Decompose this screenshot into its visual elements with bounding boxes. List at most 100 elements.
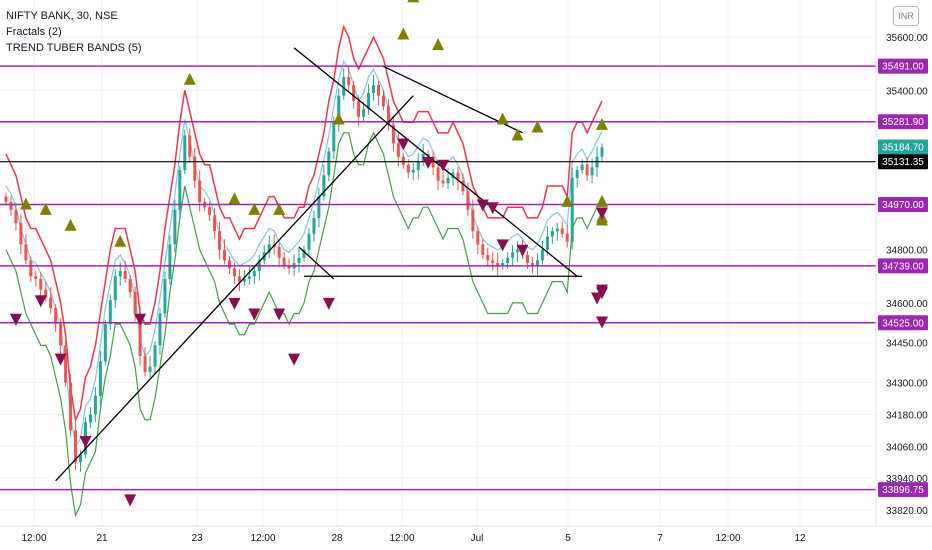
candle-body — [242, 278, 246, 282]
fractal-down-marker — [496, 239, 509, 252]
candle-body — [282, 257, 286, 266]
trend-tuber-bands — [5, 24, 603, 518]
x-tick-label: 28 — [331, 533, 343, 544]
price-label-box — [878, 258, 928, 274]
candlesticks — [4, 66, 604, 472]
candle-body — [198, 180, 202, 202]
symbol-title[interactable]: NIFTY BANK, 30, NSE — [6, 10, 118, 22]
candle-body — [575, 170, 579, 178]
candle-body — [153, 345, 157, 367]
fractal-markers — [9, 0, 608, 507]
candle-body — [9, 201, 13, 210]
candle-body — [19, 223, 23, 245]
fractal-up-marker — [183, 72, 196, 85]
candle-body — [516, 249, 520, 253]
fractal-up-marker — [64, 218, 77, 231]
x-tick-label: 12 — [794, 533, 806, 544]
fractal-up-marker — [19, 197, 32, 210]
candle-body — [526, 255, 529, 263]
candle-body — [461, 180, 465, 192]
candle-body — [362, 108, 366, 117]
candle-body — [540, 249, 544, 261]
candle-body — [337, 95, 341, 123]
candle-body — [64, 345, 68, 383]
candle-body — [332, 122, 336, 152]
candle-body — [34, 276, 38, 279]
fractal-up-marker — [432, 38, 445, 51]
x-tick-label: 5 — [565, 533, 571, 544]
fractal-up-marker — [561, 194, 574, 207]
candle-body — [133, 292, 137, 314]
fractal-down-marker — [124, 494, 137, 507]
candle-body — [173, 209, 177, 245]
y-tick-label: 34450.00 — [886, 339, 928, 350]
candle-body — [138, 313, 142, 356]
candle-body — [471, 209, 475, 232]
candle-body — [79, 454, 82, 463]
candle-body — [168, 244, 172, 279]
candle-body — [372, 85, 376, 93]
fractal-up-marker — [228, 192, 241, 205]
fractal-down-marker — [486, 202, 499, 215]
x-tick-label: 21 — [96, 533, 108, 544]
candle-body — [501, 263, 505, 266]
candle-body — [357, 100, 361, 117]
fractal-down-marker — [79, 435, 92, 448]
price-labels: 35491.0035281.9035184.7022:2635131.35349… — [878, 58, 928, 498]
trendline — [293, 47, 578, 277]
fractal-up-marker — [114, 234, 127, 247]
candle-body — [312, 217, 316, 234]
y-tick-label: 34060.00 — [886, 442, 928, 453]
candle-body — [208, 207, 212, 216]
price-label-box — [878, 154, 928, 170]
x-tick-label: 12:00 — [715, 533, 740, 544]
candle-body — [327, 151, 331, 176]
fractal-up-marker — [496, 112, 509, 125]
y-tick-label: 34600.00 — [886, 299, 928, 310]
price-label-text: 35184.70 — [882, 143, 924, 154]
fractal-up-marker — [39, 202, 52, 215]
candle-body — [496, 263, 500, 266]
candle-body — [322, 175, 326, 197]
indicator-trend-tuber-bands[interactable]: TREND TUBER BANDS (5) — [6, 42, 142, 54]
fractal-down-marker — [54, 353, 67, 366]
candle-body — [580, 164, 584, 171]
candle-body — [98, 361, 102, 396]
fractal-up-marker — [248, 202, 261, 215]
fractal-down-marker — [397, 138, 410, 151]
trendline — [298, 246, 335, 280]
candle-body — [317, 196, 321, 218]
candle-body — [14, 209, 18, 224]
candle-body — [530, 263, 534, 266]
y-tick-label: 34800.00 — [886, 246, 928, 257]
fractal-down-marker — [228, 297, 241, 310]
price-label-text: 34970.00 — [882, 200, 924, 211]
candle-body — [218, 231, 222, 250]
y-tick-label: 35600.00 — [886, 33, 928, 44]
candle-body — [441, 180, 445, 184]
fractal-down-marker — [322, 297, 335, 310]
indicator-fractals[interactable]: Fractals (2) — [6, 26, 62, 38]
candle-body — [436, 167, 440, 181]
candle-body — [223, 249, 227, 261]
candle-body — [406, 164, 410, 173]
candle-body — [565, 233, 569, 242]
vertical-gridlines — [33, 0, 801, 526]
candle-body — [193, 156, 197, 181]
price-axis[interactable]: 35600.00 35400.00 34800.00 34600.00 34450.00… — [886, 33, 928, 517]
candle-body — [113, 276, 117, 301]
time-axis[interactable]: 12:00 21 23 12:00 28 12:00 Jul 5 7 12:00 12 — [21, 533, 806, 544]
candle-body — [183, 135, 187, 171]
fractal-down-marker — [596, 316, 608, 329]
horizontal-levels — [0, 65, 876, 491]
candle-body — [377, 85, 380, 96]
candle-body — [391, 124, 395, 144]
x-tick-label: Jul — [471, 533, 484, 544]
candle-body — [123, 270, 127, 279]
y-tick-label: 34180.00 — [886, 410, 928, 421]
candle-body — [570, 177, 574, 242]
candle-body — [347, 77, 351, 86]
candle-body — [158, 313, 162, 346]
currency-badge[interactable]: INR — [893, 6, 919, 26]
